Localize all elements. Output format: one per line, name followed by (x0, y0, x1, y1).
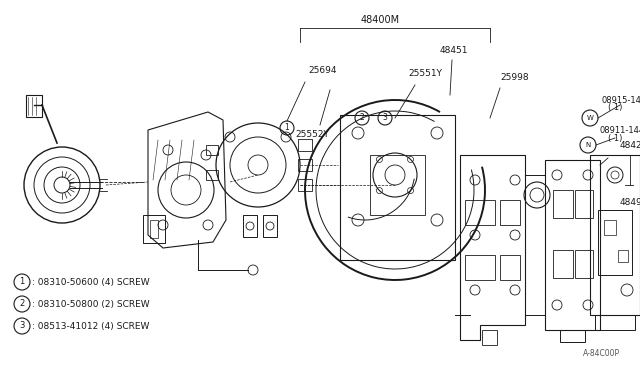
Bar (575, 190, 593, 218)
Text: 2: 2 (19, 299, 24, 308)
Text: 48400M: 48400M (360, 15, 399, 25)
Text: : 08310-50600 (4) SCREW: : 08310-50600 (4) SCREW (32, 278, 150, 286)
Bar (263, 215, 277, 237)
Bar (560, 330, 585, 342)
Text: A-84C00P: A-84C00P (583, 349, 620, 358)
Text: 3: 3 (19, 321, 25, 330)
Bar (482, 330, 497, 345)
Text: 25998: 25998 (500, 73, 529, 82)
Bar (595, 315, 635, 330)
Text: 25694: 25694 (308, 66, 337, 75)
Bar (298, 179, 312, 191)
Text: N: N (586, 142, 591, 148)
Text: W: W (587, 115, 593, 121)
Text: ( 1): ( 1) (608, 134, 622, 143)
Text: 25552Y: 25552Y (295, 130, 329, 139)
Bar (370, 155, 425, 215)
Text: : 08310-50800 (2) SCREW: : 08310-50800 (2) SCREW (32, 299, 150, 308)
Bar (553, 190, 573, 218)
Text: 48498: 48498 (620, 198, 640, 207)
Bar (206, 145, 218, 155)
Bar (618, 250, 628, 262)
Bar (143, 215, 165, 243)
Text: 08915-1441A: 08915-1441A (602, 96, 640, 105)
Bar (604, 220, 616, 235)
Bar (465, 200, 495, 225)
Text: 1: 1 (19, 278, 24, 286)
Bar (598, 210, 632, 275)
Bar (243, 215, 257, 237)
Bar (465, 255, 495, 280)
Bar (500, 200, 520, 225)
Text: 2: 2 (360, 113, 364, 122)
Bar (26, 95, 42, 117)
Bar (553, 250, 573, 278)
Text: 08911-14410: 08911-14410 (600, 126, 640, 135)
Bar (298, 159, 312, 171)
Text: 3: 3 (383, 113, 387, 122)
Text: 25551Y: 25551Y (408, 69, 442, 78)
Text: 48451: 48451 (440, 46, 468, 55)
Bar (545, 160, 600, 330)
Bar (150, 220, 158, 238)
Bar (575, 250, 593, 278)
Bar (298, 139, 312, 151)
Text: ( 1): ( 1) (608, 103, 622, 112)
Text: 1: 1 (285, 124, 289, 132)
Bar (525, 175, 545, 315)
Bar (340, 115, 455, 260)
Text: : 08513-41012 (4) SCREW: : 08513-41012 (4) SCREW (32, 321, 149, 330)
Bar (206, 170, 218, 180)
Bar (500, 255, 520, 280)
Bar (590, 155, 640, 315)
Text: 48421M: 48421M (620, 141, 640, 150)
